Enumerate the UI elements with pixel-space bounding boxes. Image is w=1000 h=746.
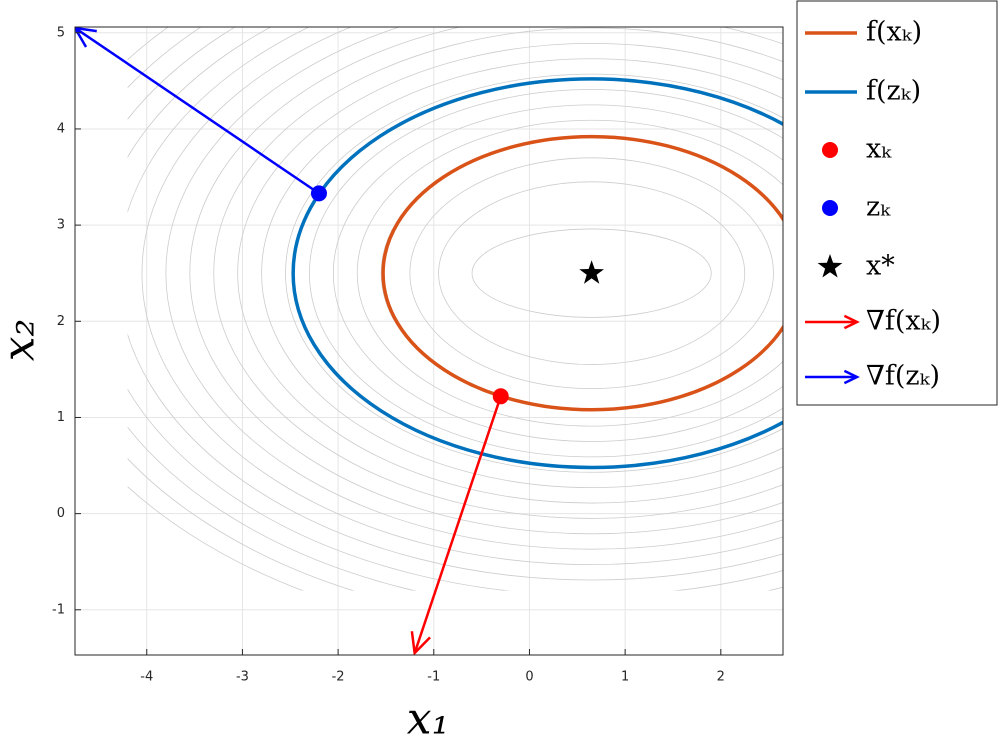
contour-line: [471, 228, 712, 318]
y-axis-label: x₂: [0, 319, 45, 361]
contour-line: [127, 27, 783, 581]
legend-marker: [822, 142, 838, 158]
contour-line: [333, 104, 783, 442]
x-tick-label: -4: [140, 670, 153, 685]
level-curve: [291, 77, 783, 470]
contour-line: [213, 27, 783, 519]
point-marker: [310, 185, 327, 202]
contour-line: [309, 89, 783, 458]
y-tick-label: 1: [57, 410, 65, 425]
contour-field: [127, 27, 783, 591]
contour-line: [261, 58, 783, 488]
point-marker: [492, 388, 509, 405]
level-curve: [381, 134, 783, 412]
legend-label: f(xₖ): [866, 17, 922, 48]
plot-area: [75, 27, 783, 655]
legend-label: f(zₖ): [866, 76, 921, 107]
legend: f(xₖ) f(zₖ) xₖ zₖ x* ∇f(xₖ) ∇f(zₖ): [805, 17, 941, 392]
legend-label: zₖ: [866, 192, 891, 223]
legend-label: x*: [866, 251, 895, 282]
x-tick-label: -1: [427, 670, 440, 685]
arrow-head: [75, 27, 97, 48]
x-tick-label: -2: [332, 670, 345, 685]
ticks: -4 -3 -2 -1 0 1 2 -1 0 1 2 3 4 5: [52, 25, 725, 684]
legend-label: ∇f(xₖ): [866, 306, 941, 337]
y-tick-label: 4: [57, 121, 65, 136]
y-tick-label: 5: [57, 25, 65, 40]
contour-line: [438, 181, 746, 365]
arrow-shaft: [413, 395, 502, 654]
contour-line: [409, 157, 774, 390]
y-tick-label: 0: [57, 506, 65, 521]
arrow-head: [843, 314, 860, 330]
arrow-shaft: [75, 27, 320, 195]
legend-label: ∇f(zₖ): [866, 361, 940, 392]
axes-box: [74, 26, 784, 656]
y-tick-label: -1: [52, 602, 65, 617]
x-tick-label: 2: [717, 670, 725, 685]
contour-line: [237, 43, 783, 504]
arrow-head: [410, 631, 431, 655]
x-tick-label: 1: [621, 670, 629, 685]
plot-content: [75, 27, 783, 655]
contour-line: [141, 27, 783, 565]
y-tick-label: 3: [57, 218, 65, 233]
star-marker: [817, 254, 843, 278]
contour-line: [285, 73, 783, 473]
legend-label: xₖ: [866, 134, 892, 165]
legend-marker: [822, 200, 838, 216]
star-marker: [579, 260, 604, 284]
x-axis-label: x₁: [407, 694, 449, 745]
x-tick-label: 0: [525, 670, 533, 685]
contour-line: [165, 27, 783, 550]
y-tick-label: 2: [57, 314, 65, 329]
contour-line: [356, 119, 783, 427]
contour-line: [189, 27, 783, 535]
data-layer: [75, 27, 783, 655]
x-tick-label: -3: [236, 670, 249, 685]
arrow-head: [843, 369, 860, 385]
